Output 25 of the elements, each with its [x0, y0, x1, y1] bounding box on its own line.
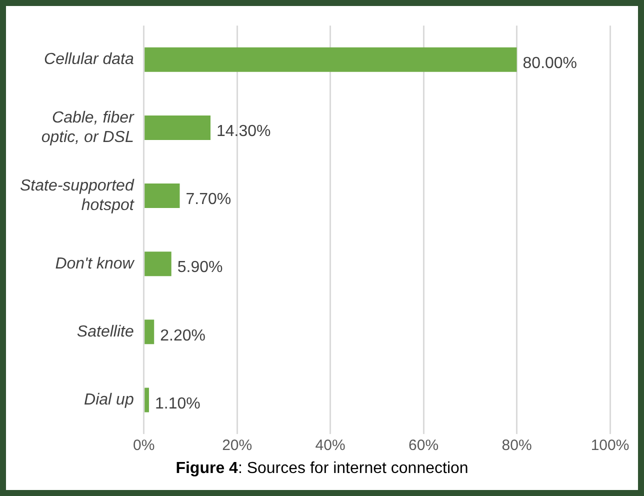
x-tick-label: 20% — [222, 437, 252, 454]
x-tick-label: 60% — [408, 437, 439, 454]
bar — [144, 388, 149, 412]
data-label: 7.70% — [186, 191, 232, 208]
bar — [144, 252, 172, 276]
data-label: 2.20% — [160, 327, 206, 344]
y-tick-label: Cable, fiber optic, or DSL — [41, 110, 135, 146]
x-tick-label: 0% — [133, 437, 155, 454]
y-tick-label: Cellular data — [44, 51, 134, 68]
data-label: 5.90% — [177, 259, 223, 276]
y-tick-label: Satellite — [76, 323, 134, 340]
x-tick-label: 100% — [590, 437, 630, 454]
bar — [144, 184, 180, 208]
y-tick-label: State-supported hotspot — [20, 178, 135, 214]
x-tick-label: 40% — [315, 437, 346, 454]
text: Figure 4: Sources for internet connection — [174, 460, 470, 478]
bar — [144, 115, 211, 140]
y-tick-label: Dial up — [84, 391, 134, 408]
bar — [144, 47, 517, 72]
x-tick-label: 80% — [502, 437, 532, 454]
data-label: 80.00% — [522, 55, 578, 72]
data-label: 14.30% — [216, 123, 271, 140]
y-tick-label: Don't know — [55, 255, 136, 272]
data-label: 1.10% — [154, 395, 200, 412]
bar — [144, 320, 154, 344]
